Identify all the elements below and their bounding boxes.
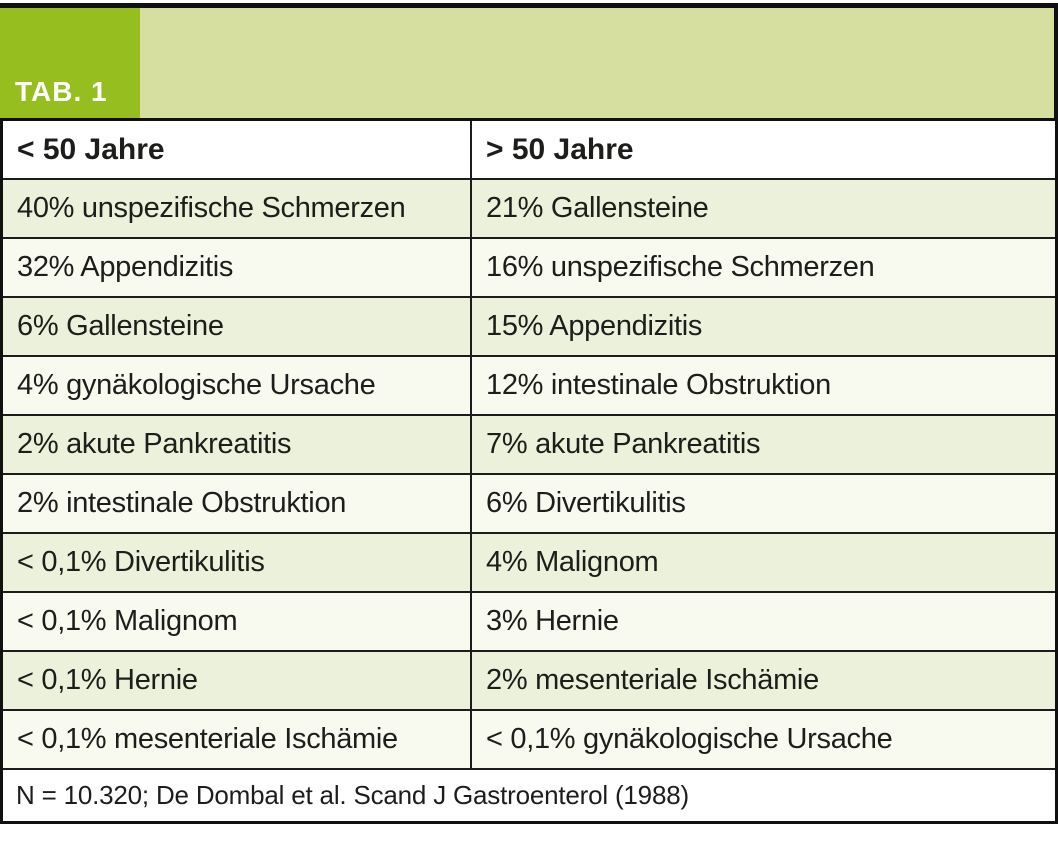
cell-right: 4% Malignom xyxy=(486,546,659,578)
table-row: 32% Appendizitis 16% unspezifische Schme… xyxy=(3,237,1055,296)
table-row: 40% unspezifische Schmerzen 21% Gallenst… xyxy=(3,178,1055,237)
cell-right: 12% intestinale Obstruktion xyxy=(486,369,831,401)
cell-right: 21% Gallensteine xyxy=(486,192,709,224)
table-row: 2% intestinale Obstruktion 6% Divertikul… xyxy=(3,473,1055,532)
table-row: 6% Gallensteine 15% Appendizitis xyxy=(3,296,1055,355)
table-tag: TAB. 1 xyxy=(0,8,140,118)
cell-right: 7% akute Pankreatitis xyxy=(486,428,761,460)
cell-left: 4% gynäkologische Ursache xyxy=(3,357,472,414)
cell-left: 32% Appendizitis xyxy=(3,239,472,296)
table-footnote: N = 10.320; De Dombal et al. Scand J Gas… xyxy=(16,780,689,810)
top-rule xyxy=(0,3,1058,8)
table-header-row: < 50 Jahre > 50 Jahre xyxy=(3,121,1055,178)
table-row: < 0,1% Divertikulitis 4% Malignom xyxy=(3,532,1055,591)
cell-left: < 0,1% Hernie xyxy=(3,652,472,709)
column-header-under-50: < 50 Jahre xyxy=(3,121,472,178)
cell-right: 2% mesenteriale Ischämie xyxy=(486,664,819,696)
cell-left: 2% akute Pankreatitis xyxy=(3,416,472,473)
cell-left: 6% Gallensteine xyxy=(3,298,472,355)
cell-left: < 0,1% mesenteriale Ischämie xyxy=(3,711,472,768)
cell-left: 2% intestinale Obstruktion xyxy=(3,475,472,532)
table-row: 4% gynäkologische Ursache 12% intestinal… xyxy=(3,355,1055,414)
table-footnote-row: N = 10.320; De Dombal et al. Scand J Gas… xyxy=(3,768,1055,821)
cell-left: < 0,1% Divertikulitis xyxy=(3,534,472,591)
cell-right: 6% Divertikulitis xyxy=(486,487,686,519)
cell-right: 16% unspezifische Schmerzen xyxy=(486,251,875,283)
header-band-fill xyxy=(140,8,1058,118)
cell-right: 15% Appendizitis xyxy=(486,310,703,342)
cell-left: 40% unspezifische Schmerzen xyxy=(3,180,472,237)
table-row: < 0,1% mesenteriale Ischämie < 0,1% gynä… xyxy=(3,709,1055,768)
table-row: < 0,1% Malignom 3% Hernie xyxy=(3,591,1055,650)
data-table: < 50 Jahre > 50 Jahre 40% unspezifische … xyxy=(0,118,1058,824)
column-header-over-50: > 50 Jahre xyxy=(486,132,634,166)
header-band: TAB. 1 xyxy=(0,8,1058,118)
cell-right: 3% Hernie xyxy=(486,605,619,637)
table-tag-label: TAB. 1 xyxy=(15,76,108,107)
cell-right: < 0,1% gynäkologische Ursache xyxy=(486,723,893,755)
table-row: < 0,1% Hernie 2% mesenteriale Ischämie xyxy=(3,650,1055,709)
table-row: 2% akute Pankreatitis 7% akute Pankreati… xyxy=(3,414,1055,473)
cell-left: < 0,1% Malignom xyxy=(3,593,472,650)
